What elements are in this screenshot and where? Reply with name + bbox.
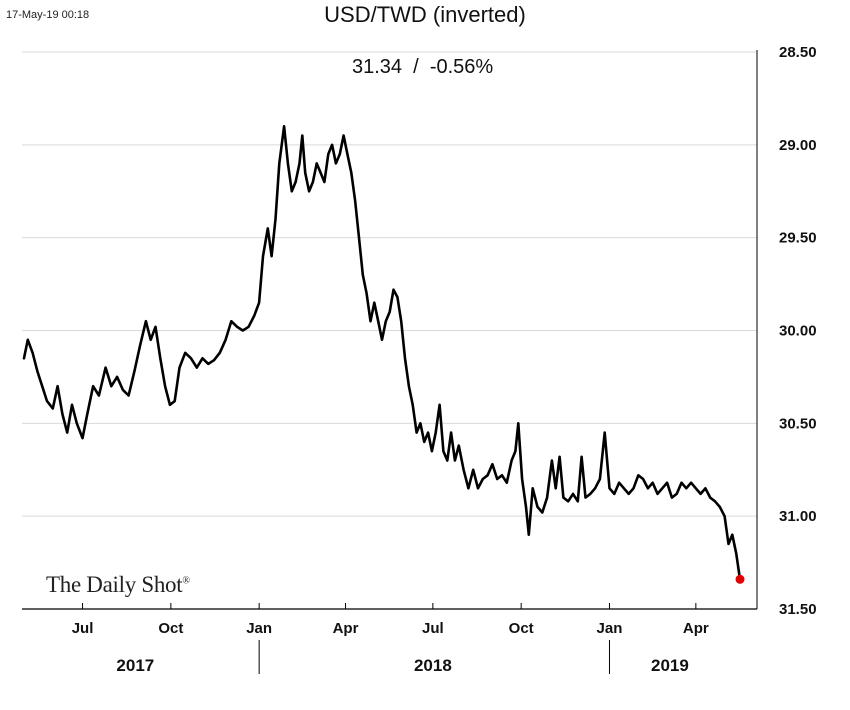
gridlines xyxy=(22,51,757,517)
chart-subtitle: 31.34 / -0.56% xyxy=(352,56,494,78)
x-tick-label: Jul xyxy=(72,620,94,637)
y-tick-label: 28.50 xyxy=(779,44,817,61)
y-tick-label: 31.00 xyxy=(779,508,817,525)
last-point-marker xyxy=(735,574,745,584)
x-tick-label: Apr xyxy=(333,620,359,637)
x-tick-label: Oct xyxy=(158,620,183,637)
y-tick-label: 30.50 xyxy=(779,415,817,432)
chart-title: USD/TWD (inverted) xyxy=(324,2,526,27)
daily-shot-logo: The Daily Shot® xyxy=(46,572,190,597)
x-tick-label: Jan xyxy=(597,620,623,637)
y-tick-label: 31.50 xyxy=(779,601,817,618)
x-tick-label: Jul xyxy=(422,620,444,637)
x-tick-label: Jan xyxy=(246,620,272,637)
year-label: 2019 xyxy=(651,656,689,675)
y-axis: 28.50 29.00 29.50 30.00 30.50 31.00 31.50 xyxy=(756,44,817,618)
x-tick-label: Apr xyxy=(683,620,709,637)
y-tick-label: 29.50 xyxy=(779,230,817,247)
timestamp: 17-May-19 00:18 xyxy=(6,9,90,21)
year-label: 2018 xyxy=(414,656,452,675)
x-axis: Jul Oct Jan Apr Jul Oct Jan Apr 2017 2018 2019 xyxy=(22,603,757,675)
year-label: 2017 xyxy=(116,656,154,675)
x-tick-label: Oct xyxy=(509,620,534,637)
y-tick-label: 29.00 xyxy=(779,137,817,154)
y-tick-label: 30.00 xyxy=(779,323,817,340)
series-group xyxy=(22,125,745,584)
series-line xyxy=(22,125,742,581)
